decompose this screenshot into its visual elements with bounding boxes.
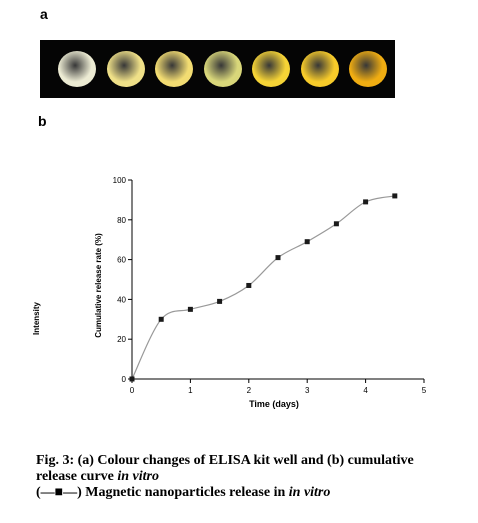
series-line-1	[131, 195, 395, 380]
caption-line-3: (—■—) Magnetic nanoparticles release in …	[36, 485, 476, 501]
elisa-well-3	[155, 51, 193, 87]
y-tick-label: 100	[113, 176, 127, 185]
elisa-well-2	[106, 51, 145, 87]
x-tick-label: 0	[130, 386, 135, 395]
data-point-2	[158, 316, 164, 322]
caption-line-3-italic: in vitro	[288, 485, 331, 500]
elisa-well-6	[300, 51, 339, 87]
caption-line-1: Fig. 3: (a) Colour changes of ELISA kit …	[36, 453, 414, 468]
caption-line-2-text: release curve	[36, 469, 118, 484]
data-point-6	[275, 255, 281, 261]
x-tick-label: 5	[422, 386, 427, 395]
release-curve-chart: 0 1 2 3 4 5 0 20 40 60 80 100 Time (days) Cumulative …	[32, 176, 427, 409]
x-axis-label: Time (days)	[249, 399, 299, 409]
data-point-3	[187, 306, 193, 312]
elisa-well-4	[203, 51, 242, 87]
panel-label-b: b	[38, 113, 47, 129]
data-point-9	[363, 199, 369, 205]
data-point-1	[129, 376, 135, 382]
caption-line-2-italic: in vitro	[117, 469, 159, 484]
figure-caption: Fig. 3: (a) Colour changes of ELISA kit …	[36, 453, 476, 501]
elisa-well-7	[349, 51, 387, 87]
y-axis-label: Cumulative release rate (%)	[94, 233, 103, 338]
data-point-10	[392, 193, 398, 199]
y-tick-label: 0	[122, 375, 127, 384]
data-point-7	[304, 239, 310, 245]
intensity-label: Intensity	[32, 302, 41, 335]
elisa-well-1	[58, 51, 96, 87]
y-tick-label: 60	[117, 256, 126, 265]
x-tick-label: 4	[363, 386, 368, 395]
data-point-5	[246, 282, 252, 288]
y-tick-label: 40	[117, 295, 126, 304]
x-tick-label: 1	[188, 386, 193, 395]
data-point-4	[217, 298, 223, 304]
panel-label-a: a	[40, 6, 48, 22]
elisa-well-strip	[40, 40, 395, 98]
elisa-well-5	[252, 51, 290, 87]
data-point-8	[333, 221, 339, 227]
x-tick-label: 3	[305, 386, 310, 395]
y-tick-label: 20	[117, 335, 126, 344]
caption-line-3-text: (—■—) Magnetic nanoparticles release in	[36, 485, 289, 500]
y-tick-label: 80	[117, 216, 126, 225]
caption-line-2: release curve in vitro	[36, 469, 476, 485]
x-tick-label: 2	[247, 386, 252, 395]
